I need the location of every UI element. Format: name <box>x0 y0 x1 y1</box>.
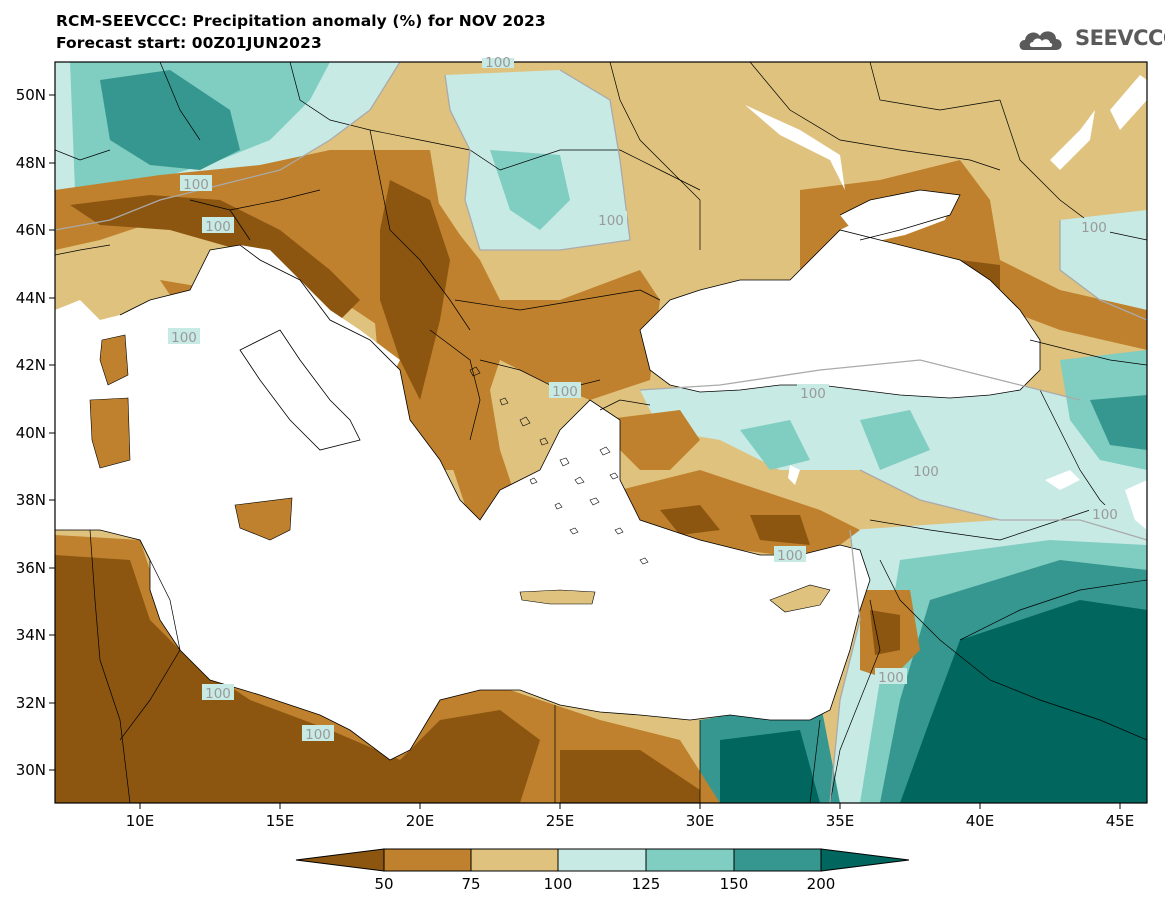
anomaly-region-wet-anatolia-inner2 <box>860 410 930 470</box>
anomaly-region-wet-east <box>1060 210 1147 320</box>
anomaly-region-dry-north-africa-core2 <box>560 750 700 803</box>
contour-label: 100 <box>913 464 939 480</box>
anomaly-region-wet-mideast-core <box>900 600 1147 803</box>
lon-ticks <box>139 803 1121 809</box>
colorbar-segment <box>645 848 735 872</box>
colorbar-segment <box>383 848 472 872</box>
contour-label: 100 <box>598 213 624 229</box>
colorbar-segment <box>470 848 559 872</box>
anomaly-region-wet-carpathians-inner <box>490 150 570 230</box>
contour-label: 100 <box>305 727 331 743</box>
anomaly-region-wet-northwest-core <box>100 70 240 170</box>
contour-label: 100 <box>205 219 231 235</box>
lat-label: 32N <box>16 694 46 712</box>
colorbar-label: 50 <box>374 875 393 893</box>
colorbar-segment <box>557 848 647 872</box>
contour-label: 100 <box>878 670 904 686</box>
lat-label: 30N <box>16 761 46 779</box>
colorbar-label: 200 <box>807 875 836 893</box>
contour-label: 100 <box>1092 507 1118 523</box>
lat-labels: 50N 48N 46N 44N 42N 40N 38N 36N 34N 32N … <box>16 86 46 779</box>
anomaly-region-dry-levant-core <box>870 610 900 655</box>
sea-adriatic <box>240 245 400 380</box>
contour-100-lines <box>55 62 1147 803</box>
colorbar-segment <box>820 848 910 872</box>
contour-label: 100 <box>183 177 209 193</box>
lat-label: 48N <box>16 154 46 172</box>
colorbar-label: 150 <box>720 875 749 893</box>
map-field <box>55 62 1147 803</box>
island-cyprus <box>769 584 831 613</box>
anomaly-region-wet-sinai-core <box>720 730 820 803</box>
colorbar-label: 100 <box>544 875 573 893</box>
contour-label: 100 <box>171 330 197 346</box>
sea-volga-streak2 <box>1110 75 1147 130</box>
contour-label: 100 <box>777 548 803 564</box>
coastline-med <box>55 244 871 761</box>
island-crimea <box>840 195 955 245</box>
colorbar-segment <box>733 848 822 872</box>
lat-label: 44N <box>16 289 46 307</box>
lon-label: 15E <box>266 812 295 830</box>
lat-label: 38N <box>16 491 46 509</box>
sea-black-sea <box>640 230 1040 398</box>
contour-label: 100 <box>205 686 231 702</box>
logo-text: SEEVCCC <box>1075 26 1165 50</box>
country-borders <box>55 62 1147 803</box>
lat-label: 34N <box>16 626 46 644</box>
contour-label: 100 <box>485 55 511 71</box>
coastline-azov <box>839 189 961 241</box>
colorbar-label: 75 <box>461 875 480 893</box>
lat-label: 42N <box>16 356 46 374</box>
colorbar <box>295 848 910 872</box>
map-title: RCM-SEEVCCC: Precipitation anomaly (%) f… <box>56 12 546 30</box>
sea-van-lake <box>1045 470 1080 490</box>
lat-label: 46N <box>16 221 46 239</box>
aegean-islands <box>469 366 649 565</box>
sea-dnieper-streak <box>745 105 845 190</box>
island-crete <box>519 589 596 605</box>
lat-label: 36N <box>16 559 46 577</box>
anomaly-region-dry-anatolia-west <box>600 410 700 470</box>
colorbar-label: 125 <box>632 875 661 893</box>
lon-label: 40E <box>966 812 995 830</box>
island-corsica <box>99 334 129 386</box>
cloud-logo-icon <box>1019 31 1062 50</box>
island-sicily <box>234 497 293 541</box>
lon-label: 25E <box>546 812 575 830</box>
anomaly-region-dry-north-africa-core <box>55 555 540 803</box>
sea-tuz-lake <box>788 465 800 485</box>
lon-label: 30E <box>686 812 715 830</box>
contour-label: 100 <box>800 386 826 402</box>
colorbar-labels: 50 75 100 125 150 200 <box>374 875 835 893</box>
anomaly-region-wet-caucasus-core <box>1090 395 1147 450</box>
contour-label: 100 <box>552 384 578 400</box>
colorbar-segment <box>295 848 385 872</box>
lat-ticks <box>49 94 55 771</box>
contour-labels: 100 100 100 100 100 100 100 100 100 100 … <box>168 55 1121 743</box>
anomaly-region-dry-anatolia-core2 <box>750 515 810 545</box>
sea-volga-streak <box>1050 110 1095 170</box>
coastline-black-sea <box>639 229 1041 399</box>
lon-label: 45E <box>1106 812 1135 830</box>
anomaly-region-dry-balkans-core <box>380 180 450 400</box>
contour-label: 100 <box>1081 220 1107 236</box>
coastline-italy-heel <box>239 329 361 451</box>
lat-label: 50N <box>16 86 46 104</box>
forecast-start: Forecast start: 00Z01JUN2023 <box>56 34 322 52</box>
island-sardinia <box>89 397 131 469</box>
lat-label: 40N <box>16 424 46 442</box>
anomaly-region-dry-alps-core <box>70 195 360 320</box>
anomaly-region-wet-anatolia-inner <box>740 420 810 470</box>
lon-label: 10E <box>126 812 155 830</box>
lon-label: 35E <box>826 812 855 830</box>
lon-label: 20E <box>406 812 435 830</box>
lon-labels: 10E 15E 20E 25E 30E 35E 40E 45E <box>126 812 1135 830</box>
anomaly-region-dry-anatolia-core <box>660 505 720 535</box>
sea-caspian-edge <box>1125 480 1147 530</box>
